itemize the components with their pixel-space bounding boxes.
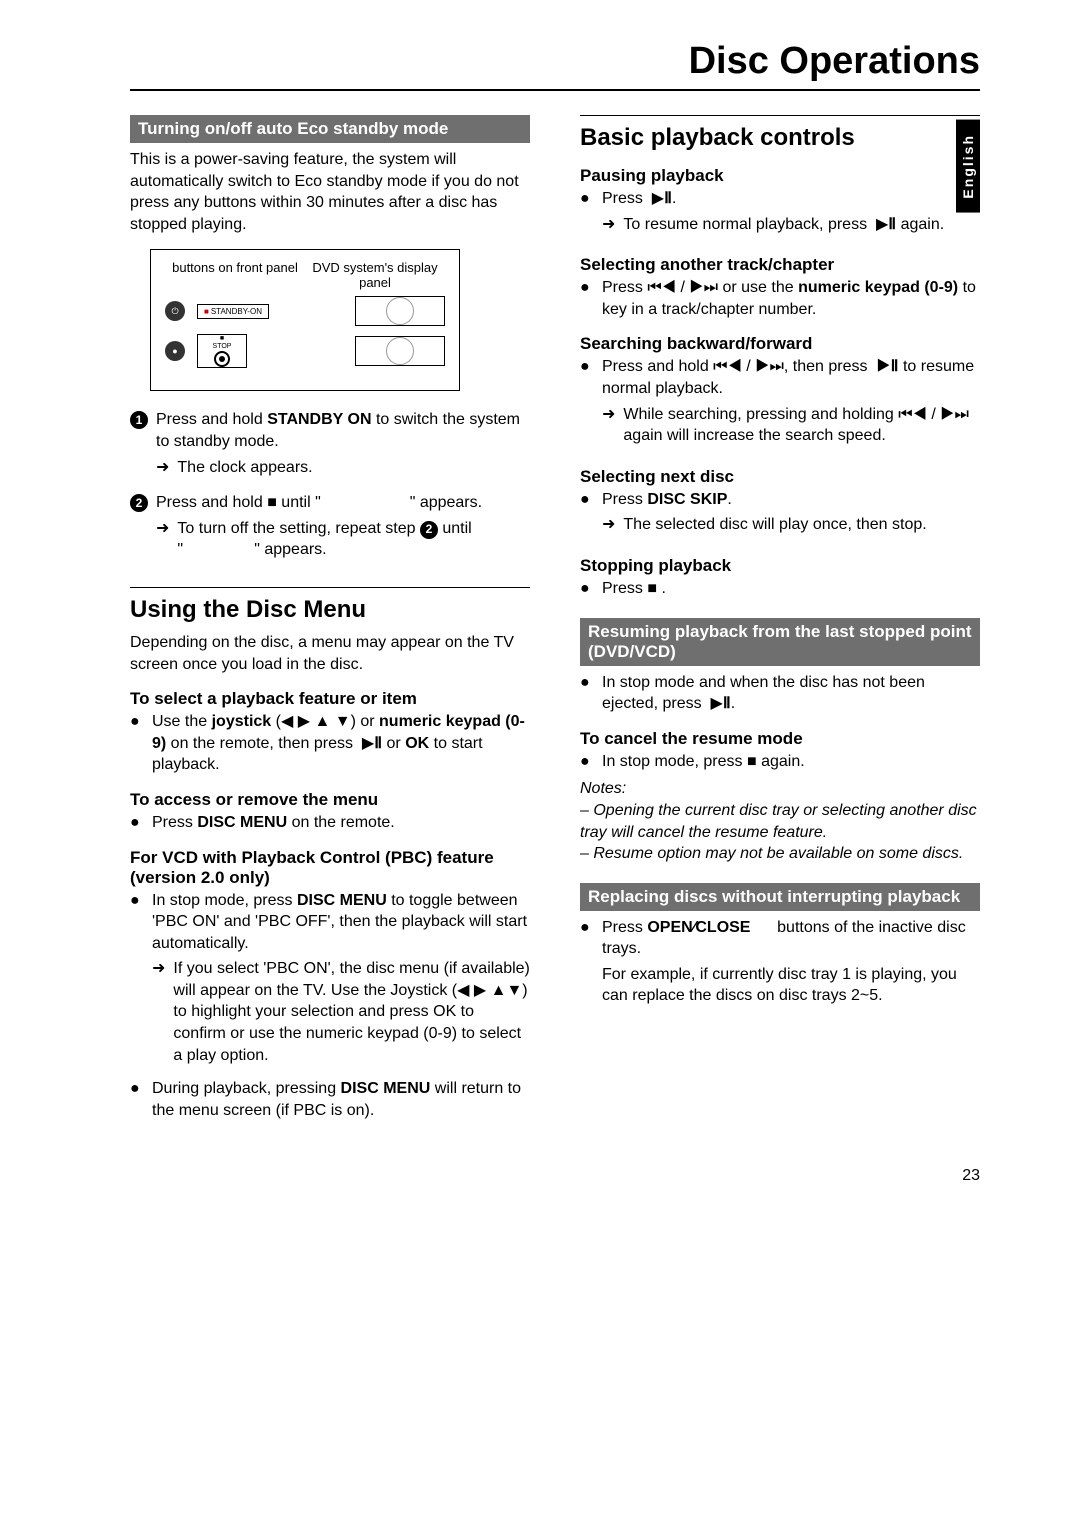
- pbc-sub: If you select 'PBC ON', the disc menu (i…: [173, 958, 530, 1066]
- diagram-label-right: DVD system's display panel: [305, 260, 445, 290]
- arrow-icon: ➜: [156, 518, 169, 561]
- step-1-sub: The clock appears.: [177, 457, 312, 479]
- section-rule: [580, 115, 980, 116]
- stop-h3: Stopping playback: [580, 556, 980, 576]
- select-bullet: ● Use the joystick (◀ ▶ ▲ ▼) or numeric …: [130, 711, 530, 776]
- right-column: Basic playback controls Pausing playback…: [580, 115, 980, 1127]
- step-1: 1 Press and hold STANDBY ON to switch th…: [130, 409, 530, 484]
- power-knob-icon: ⏻: [165, 301, 185, 321]
- search-bullet: ● Press and hold ⏮◀ / ▶⏭, then press ▶Ⅱ …: [580, 356, 980, 452]
- eco-paragraph: This is a power-saving feature, the syst…: [130, 149, 530, 235]
- track-h3: Selecting another track/chapter: [580, 255, 980, 275]
- pbc-h3: For VCD with Playback Control (PBC) feat…: [130, 848, 530, 888]
- arrow-icon: ➜: [602, 214, 615, 236]
- resume-bullet: ● In stop mode and when the disc has not…: [580, 672, 980, 715]
- diagram-label-left: buttons on front panel: [165, 260, 305, 290]
- section-rule: [130, 587, 530, 588]
- stop-bullet: ● Press ■ .: [580, 578, 980, 600]
- nextdisc-sub: The selected disc will play once, then s…: [623, 514, 926, 536]
- step-2-badge: 2: [130, 494, 148, 512]
- standby-button-graphic: ■ STANDBY-ON: [197, 304, 269, 319]
- left-column: Turning on/off auto Eco standby mode Thi…: [130, 115, 530, 1127]
- replace-bullet: ● Press OPEN⁄CLOSE buttons of the inacti…: [580, 917, 980, 1007]
- arrow-icon: ➜: [152, 958, 165, 1066]
- resume-heading: Resuming playback from the last stopped …: [580, 618, 980, 666]
- arrow-icon: ➜: [602, 514, 615, 536]
- step-1-badge: 1: [130, 411, 148, 429]
- track-bullet: ● Press ⏮◀ / ▶⏭ or use the numeric keypa…: [580, 277, 980, 320]
- front-panel-diagram: buttons on front panel DVD system's disp…: [150, 249, 460, 391]
- disc-menu-p: Depending on the disc, a menu may appear…: [130, 632, 530, 675]
- title-rule: [130, 89, 980, 91]
- replace-heading: Replacing discs without interrupting pla…: [580, 883, 980, 911]
- cancel-bullet: ● In stop mode, press ■ again.: [580, 751, 980, 773]
- page-number: 23: [130, 1167, 980, 1185]
- disc-menu-h2: Using the Disc Menu: [130, 596, 530, 624]
- arrow-icon: ➜: [602, 404, 615, 447]
- search-h3: Searching backward/forward: [580, 334, 980, 354]
- cancel-h3: To cancel the resume mode: [580, 729, 980, 749]
- eco-heading: Turning on/off auto Eco standby mode: [130, 115, 530, 143]
- disc-knob-icon: ●: [165, 341, 185, 361]
- stop-button-graphic: ■ STOP: [197, 334, 247, 368]
- search-sub: While searching, pressing and holding ⏮◀…: [623, 404, 980, 447]
- pbc-bullet-1: ● In stop mode, press DISC MENU to toggl…: [130, 890, 530, 1073]
- basic-h2: Basic playback controls: [580, 124, 980, 152]
- language-tab: English: [956, 120, 980, 213]
- arrow-icon: ➜: [156, 457, 169, 479]
- select-h3: To select a playback feature or item: [130, 689, 530, 709]
- access-bullet: ● Press DISC MENU on the remote.: [130, 812, 530, 834]
- display-panel-1: [355, 296, 445, 326]
- step-2: 2 Press and hold ■ until " " appears. ➜ …: [130, 492, 530, 567]
- note-1: – Opening the current disc tray or selec…: [580, 800, 980, 843]
- access-h3: To access or remove the menu: [130, 790, 530, 810]
- display-panel-2: [355, 336, 445, 366]
- notes-label: Notes:: [580, 778, 980, 800]
- pbc-bullet-2: ● During playback, pressing DISC MENU wi…: [130, 1078, 530, 1121]
- nextdisc-bullet: ● Press DISC SKIP. ➜ The selected disc w…: [580, 489, 980, 542]
- note-2: – Resume option may not be available on …: [580, 843, 980, 865]
- pause-bullet: ● Press ▶Ⅱ. ➜ To resume normal playback,…: [580, 188, 980, 241]
- pause-h3: Pausing playback: [580, 166, 980, 186]
- content-columns: Turning on/off auto Eco standby mode Thi…: [130, 115, 980, 1127]
- nextdisc-h3: Selecting next disc: [580, 467, 980, 487]
- page-title: Disc Operations: [130, 40, 980, 83]
- replace-p: For example, if currently disc tray 1 is…: [602, 964, 980, 1007]
- notes-block: Notes: – Opening the current disc tray o…: [580, 778, 980, 864]
